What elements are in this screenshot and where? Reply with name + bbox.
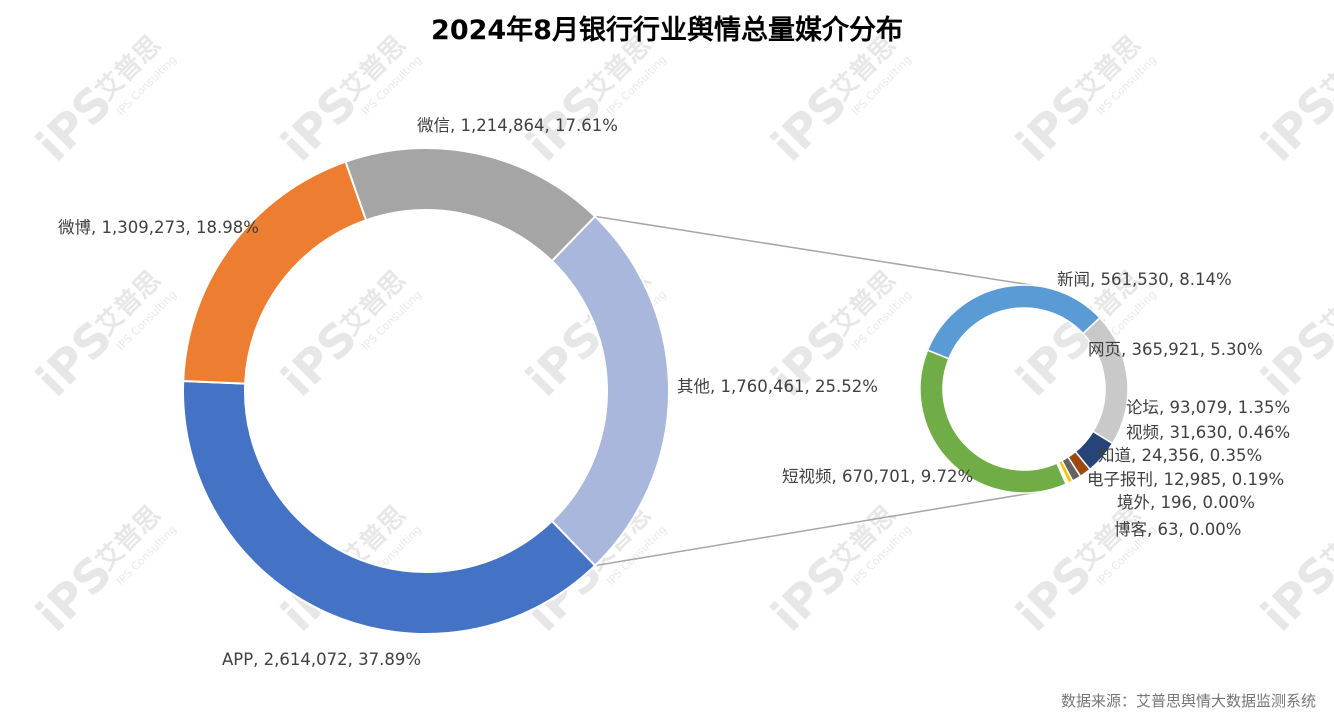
data-label-app: APP, 2,614,072, 37.89% — [222, 650, 421, 669]
donut-slice-e58d9ae5aea2 — [1055, 461, 1069, 486]
data-label-e5beaee4bfa1: 微信, 1,214,864, 17.61% — [417, 116, 618, 135]
data-label-e8a786e9a291: 视频, 31,630, 0.46% — [1126, 423, 1290, 442]
data-label-e5beaee58d9a: 微博, 1,309,273, 18.98% — [58, 218, 259, 237]
data-label-e79fade8a786e9a291: 短视频, 670,701, 9.72% — [782, 467, 973, 486]
data-label-e585b6e4bb96: 其他, 1,760,461, 25.52% — [677, 377, 878, 396]
data-label-e7bd91e9a1b5: 网页, 365,921, 5.30% — [1088, 340, 1263, 359]
donut-slice-e5beaee4bfa1 — [344, 147, 597, 263]
data-label-e794b5e5ad90e68aa5e5888a: 电子报刊, 12,985, 0.19% — [1087, 470, 1284, 489]
donut-slice-app — [182, 380, 597, 635]
data-label-e696b0e997bb: 新闻, 561,530, 8.14% — [1057, 270, 1232, 289]
main-donut — [182, 147, 670, 635]
source-note: 数据来源：艾普思舆情大数据监测系统 — [1060, 692, 1316, 710]
connector-line-bottom — [594, 489, 1047, 567]
data-labels: APP, 2,614,072, 37.89% 微博, 1,309,273, 18.… — [58, 116, 1290, 669]
data-label-e58d9ae5aea2: 博客, 63, 0.00% — [1114, 520, 1241, 539]
data-label-e5a283e5a496: 境外, 196, 0.00% — [1117, 493, 1255, 512]
data-label-e8aebae59d9b: 论坛, 93,079, 1.35% — [1126, 398, 1290, 417]
data-label-e79fa5e98193: 知道, 24,356, 0.35% — [1098, 446, 1262, 465]
secondary-donut — [919, 284, 1129, 494]
donut-slice-e7bd91e9a1b5 — [1081, 316, 1129, 445]
chart-title: 2024年8月银行行业舆情总量媒介分布 — [431, 15, 903, 46]
connector-line-top — [594, 215, 1047, 289]
pie-connectors — [594, 215, 1047, 567]
